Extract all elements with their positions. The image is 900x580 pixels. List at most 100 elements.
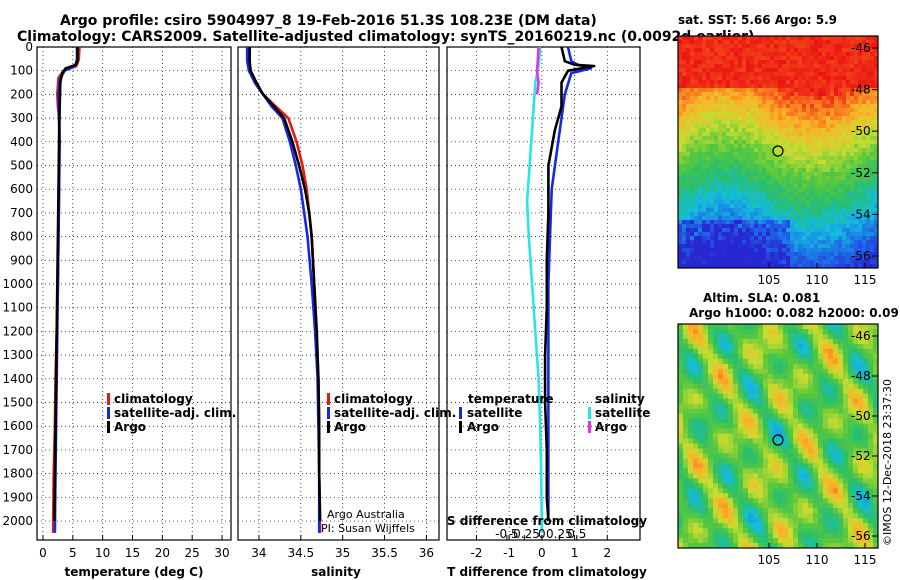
sst-cell: [822, 200, 827, 205]
sst-cell: [702, 204, 707, 209]
sst-cell: [762, 160, 767, 165]
sst-cell: [726, 120, 731, 125]
sst-cell: [690, 144, 695, 149]
sst-cell: [750, 148, 755, 153]
sst-cell: [718, 220, 723, 225]
sst-cell: [710, 128, 715, 133]
sla-cell: [848, 478, 854, 484]
sst-cell: [838, 260, 843, 265]
sst-cell: [726, 252, 731, 257]
sst-cell: [706, 176, 711, 181]
sst-cell: [766, 252, 771, 257]
sst-cell: [798, 96, 803, 101]
sst-cell: [822, 48, 827, 53]
sla-cell: [813, 538, 819, 544]
sla-cell: [698, 533, 704, 539]
sst-cell: [734, 200, 739, 205]
sla-cell: [693, 458, 699, 464]
sla-cell: [703, 493, 709, 499]
sst-cell: [710, 140, 715, 145]
sla-cell: [783, 523, 789, 529]
sst-cell: [870, 36, 875, 41]
sst-cell: [834, 252, 839, 257]
sla-cell: [778, 324, 784, 330]
sst-cell: [750, 64, 755, 69]
sst-cell: [810, 60, 815, 65]
sst-cell: [858, 248, 863, 253]
sst-cell: [794, 260, 799, 265]
sst-cell: [874, 132, 879, 137]
sst-cell: [786, 148, 791, 153]
sla-cell: [758, 378, 764, 385]
sla-cell: [818, 473, 824, 479]
sst-cell: [686, 208, 691, 213]
sla-cell: [738, 518, 744, 524]
sst-cell: [810, 80, 815, 85]
sla-cell: [683, 393, 689, 399]
sst-cell: [774, 180, 779, 185]
sla-cell: [728, 453, 734, 459]
sst-cell: [770, 64, 775, 69]
sla-cell: [718, 398, 724, 404]
sst-cell: [706, 216, 711, 221]
sla-cell: [713, 538, 719, 544]
sst-cell: [790, 136, 795, 141]
sst-cell: [790, 208, 795, 213]
sst-cell: [798, 112, 803, 117]
sla-cell: [783, 413, 789, 419]
sla-cell: [683, 403, 689, 409]
sst-cell: [814, 224, 819, 229]
sst-cell: [718, 152, 723, 157]
sst-cell: [726, 168, 731, 173]
sst-cell: [782, 148, 787, 153]
sst-cell: [822, 76, 827, 81]
sla-cell: [868, 483, 874, 489]
sst-cell: [706, 96, 711, 101]
sla-cell: [698, 343, 704, 350]
sla-cell: [718, 348, 724, 355]
sst-cell: [818, 172, 823, 177]
sst-cell: [750, 72, 755, 77]
sla-cell: [873, 518, 879, 524]
sst-cell: [690, 260, 695, 265]
sla-cell: [773, 468, 779, 474]
sst-cell: [726, 124, 731, 129]
sla-cell: [713, 324, 719, 330]
sla-cell: [853, 438, 859, 444]
sst-cell: [702, 172, 707, 177]
sst-cell: [754, 248, 759, 253]
sst-cell: [698, 112, 703, 117]
sst-cell: [698, 196, 703, 201]
sla-cell: [703, 458, 709, 464]
sst-cell: [806, 204, 811, 209]
sla-cell: [718, 333, 724, 340]
sla-cell: [758, 433, 764, 439]
sst-cell: [722, 36, 727, 41]
sst-cell: [710, 44, 715, 49]
sla-cell: [843, 338, 849, 345]
sla-cell: [868, 513, 874, 519]
sla-cell: [678, 518, 684, 524]
sla-cell: [768, 363, 774, 370]
sst-cell: [862, 228, 867, 233]
sst-cell: [782, 56, 787, 61]
sst-cell: [818, 176, 823, 181]
sla-cell: [868, 508, 874, 514]
sla-cell: [708, 378, 714, 385]
sst-cell: [690, 212, 695, 217]
sla-cell: [763, 388, 769, 394]
sla-cell: [863, 523, 869, 529]
sla-cell: [753, 413, 759, 419]
sst-cell: [710, 200, 715, 205]
sst-cell: [866, 112, 871, 117]
sst-cell: [842, 100, 847, 105]
sst-cell: [846, 68, 851, 73]
sst-cell: [866, 40, 871, 45]
sst-cell: [782, 188, 787, 193]
sst-cell: [846, 152, 851, 157]
sst-cell: [790, 168, 795, 173]
sla-y-tick-label: -50: [851, 409, 871, 423]
sla-cell: [868, 373, 874, 380]
sla-cell: [853, 528, 859, 534]
sla-cell: [773, 343, 779, 350]
